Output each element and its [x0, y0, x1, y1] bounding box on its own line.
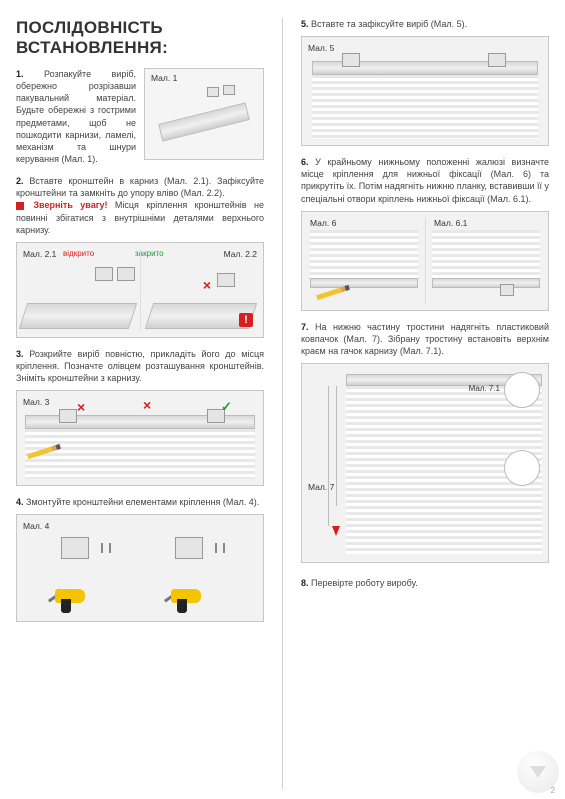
figure-2-divider: [140, 249, 141, 331]
step3-num: 3.: [16, 349, 24, 359]
x-mark-icon: ×: [77, 399, 85, 415]
step5-text: 5. Вставте та зафіксуйте виріб (Мал. 5).: [301, 18, 549, 30]
figure-4-label: Мал. 4: [23, 521, 49, 531]
figure-4: Мал. 4: [16, 514, 264, 622]
wand-cord: [328, 386, 329, 526]
bracket-icon: [59, 409, 77, 423]
bottom-rail: [310, 278, 418, 288]
figure-3-label: Мал. 3: [23, 397, 49, 407]
detail-circle: [504, 372, 540, 408]
bottom-rail: [432, 278, 540, 288]
column-divider: [282, 18, 283, 789]
step2-body: Вставте кронштейн в карниз (Мал. 2.1). З…: [16, 176, 264, 198]
screw-icon: [223, 543, 225, 553]
figure-7-label: Мал. 7: [308, 482, 334, 492]
step1-num: 1.: [16, 69, 24, 79]
step3-text: 3. Розкрийте виріб повністю, прикладіть …: [16, 348, 264, 384]
pull-cord: [336, 386, 337, 506]
step5-body: Вставте та зафіксуйте виріб (Мал. 5).: [311, 19, 467, 29]
figure-1: Мал. 1: [144, 68, 264, 160]
open-label: відкрито: [63, 249, 94, 258]
bracket-icon: [175, 537, 203, 559]
left-column: ПОСЛІДОВНІСТЬ ВСТАНОВЛЕННЯ: 1. Розпакуйт…: [16, 18, 264, 789]
screw-icon: [101, 543, 103, 553]
drill-icon: [163, 589, 205, 615]
page-number: 2: [551, 786, 555, 795]
bracket-icon: [223, 85, 235, 95]
rail-illustration: [158, 102, 250, 141]
bottom-clip-icon: [500, 284, 514, 296]
bracket-icon: [342, 53, 360, 67]
blinds-illustration: [25, 429, 255, 479]
screw-icon: [215, 543, 217, 553]
step3-body: Розкрийте виріб повністю, прикладіть йог…: [16, 349, 264, 383]
x-mark-icon: ×: [143, 397, 151, 413]
blinds-illustration: [312, 75, 538, 139]
figure-5: Мал. 5: [301, 36, 549, 146]
blinds-illustration: [432, 230, 540, 280]
step1-body: Розпакуйте виріб, обережно розрізавши па…: [16, 69, 136, 164]
figure-6: Мал. 6 Мал. 6.1: [301, 211, 549, 311]
step2-warn-label: Зверніть увагу!: [33, 200, 107, 210]
figure-6-label: Мал. 6: [310, 218, 336, 228]
step2-text: 2. Вставте кронштейн в карниз (Мал. 2.1)…: [16, 175, 264, 236]
page-title: ПОСЛІДОВНІСТЬ ВСТАНОВЛЕННЯ:: [16, 18, 264, 58]
bracket-icon: [61, 537, 89, 559]
warning-badge-icon: !: [239, 313, 253, 327]
figure-2-2-label: Мал. 2.2: [224, 249, 257, 259]
step5-num: 5.: [301, 19, 309, 29]
figure-7: Мал. 7.1 Мал. 7: [301, 363, 549, 563]
step8-body: Перевірте роботу виробу.: [311, 578, 418, 588]
bracket-icon: [95, 267, 113, 281]
step2-num: 2.: [16, 176, 24, 186]
figure-1-label: Мал. 1: [151, 73, 177, 83]
bracket-icon: [217, 273, 235, 287]
warning-icon: [16, 202, 24, 210]
step4-body: Змонтуйте кронштейни елементами кріпленн…: [26, 497, 259, 507]
tassel-icon: [332, 526, 340, 536]
page: ПОСЛІДОВНІСТЬ ВСТАНОВЛЕННЯ: 1. Розпакуйт…: [0, 0, 565, 799]
figure-7-1-label: Мал. 7.1: [469, 384, 500, 393]
bracket-icon: [207, 87, 219, 97]
bracket-icon: [488, 53, 506, 67]
step1-text: 1. Розпакуйте виріб, обережно розрізавши…: [16, 68, 136, 165]
right-column: 5. Вставте та зафіксуйте виріб (Мал. 5).…: [301, 18, 549, 789]
blinds-illustration: [310, 230, 418, 280]
detail-circle: [504, 450, 540, 486]
drill-icon: [47, 589, 89, 615]
step4-num: 4.: [16, 497, 24, 507]
bracket-icon: [117, 267, 135, 281]
x-mark-icon: ×: [203, 277, 211, 293]
step1-row: 1. Розпакуйте виріб, обережно розрізавши…: [16, 68, 264, 165]
step6-text: 6. У крайньому нижньому положенні жалюзі…: [301, 156, 549, 205]
figure-5-label: Мал. 5: [308, 43, 334, 53]
figure-6-divider: [425, 218, 426, 304]
step6-body: У крайньому нижньому положенні жалюзі ви…: [301, 157, 549, 203]
rail-left: [19, 303, 137, 329]
figure-2: Мал. 2.1 Мал. 2.2 відкрито закрито × !: [16, 242, 264, 338]
figure-3: Мал. 3 × × ✓: [16, 390, 264, 486]
check-mark-icon: ✓: [221, 399, 232, 415]
step8-num: 8.: [301, 578, 309, 588]
screw-icon: [109, 543, 111, 553]
figure-2-1-label: Мал. 2.1: [23, 249, 56, 259]
step4-text: 4. Змонтуйте кронштейни елементами кріпл…: [16, 496, 264, 508]
step7-num: 7.: [301, 322, 309, 332]
step7-body: На нижню частину тростини надягніть плас…: [301, 322, 549, 356]
step8-text: 8. Перевірте роботу виробу.: [301, 577, 549, 589]
step6-num: 6.: [301, 157, 309, 167]
figure-6-1-label: Мал. 6.1: [434, 218, 467, 228]
step7-text: 7. На нижню частину тростини надягніть п…: [301, 321, 549, 357]
